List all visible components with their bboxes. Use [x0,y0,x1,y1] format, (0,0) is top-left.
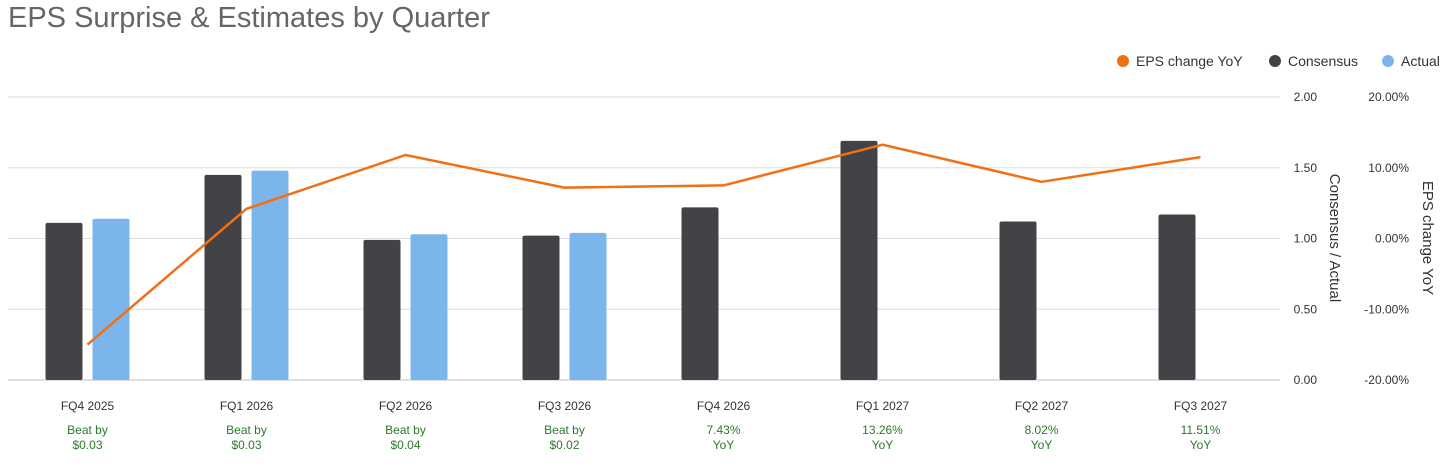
sublabel-line1: 8.02% [1024,423,1058,437]
x-tick-label: FQ4 2025 [61,399,115,413]
sublabel-line2: $0.03 [231,438,261,452]
consensus-bar [522,235,560,380]
consensus-bar [363,239,401,380]
actual-bar [92,218,130,380]
sublabel-line2: YoY [713,438,735,452]
x-tick-label: FQ1 2026 [220,399,274,413]
legend-label: Consensus [1288,53,1358,69]
x-tick-label: FQ3 2026 [538,399,592,413]
right-tick-label: 20.00% [1368,90,1409,104]
x-tick-label: FQ2 2027 [1015,399,1069,413]
left-tick-label: 0.00 [1294,373,1318,387]
eps-change-line [86,143,1201,346]
x-tick-label: FQ4 2026 [697,399,751,413]
actual-bar [410,234,448,380]
actual-bar [569,232,607,380]
legend-marker [1269,55,1281,67]
right-axis-title: EPS change YoY [1419,181,1436,295]
consensus-bar [1158,214,1196,380]
sublabel-line2: $0.02 [549,438,579,452]
legend-label: EPS change YoY [1136,53,1243,69]
sublabel-line1: Beat by [67,423,108,437]
x-tick-label: FQ3 2027 [1174,399,1228,413]
sublabel-line1: Beat by [385,423,426,437]
sublabel-line1: Beat by [226,423,267,437]
sublabel-line2: YoY [872,438,894,452]
right-tick-label: 10.00% [1368,161,1409,175]
right-tick-label: -10.00% [1364,302,1409,316]
consensus-bar [204,174,242,380]
sublabel-line1: Beat by [544,423,585,437]
consensus-bar [45,222,83,380]
sublabel-line2: YoY [1031,438,1053,452]
sublabel-line1: 7.43% [706,423,740,437]
left-tick-label: 1.50 [1294,161,1318,175]
left-tick-label: 1.00 [1294,232,1318,246]
sublabel-line2: $0.04 [390,438,420,452]
consensus-bar [840,140,878,380]
consensus-bar [681,207,719,380]
sublabel-line1: 13.26% [862,423,903,437]
actual-bar [251,170,289,380]
left-tick-label: 0.50 [1294,302,1318,316]
x-tick-label: FQ2 2026 [379,399,433,413]
legend-marker [1117,55,1129,67]
right-tick-label: -20.00% [1364,373,1409,387]
left-axis-title: Consensus / Actual [1326,174,1343,302]
chart-title: EPS Surprise & Estimates by Quarter [8,2,490,34]
sublabel-line1: 11.51% [1181,423,1221,437]
legend-label: Actual [1401,53,1440,69]
sublabel-line2: YoY [1190,438,1212,452]
right-tick-label: 0.00% [1375,232,1409,246]
legend-marker [1382,55,1394,67]
sublabel-line2: $0.03 [72,438,102,452]
consensus-bar [999,221,1037,380]
x-tick-label: FQ1 2027 [856,399,910,413]
left-tick-label: 2.00 [1294,90,1318,104]
